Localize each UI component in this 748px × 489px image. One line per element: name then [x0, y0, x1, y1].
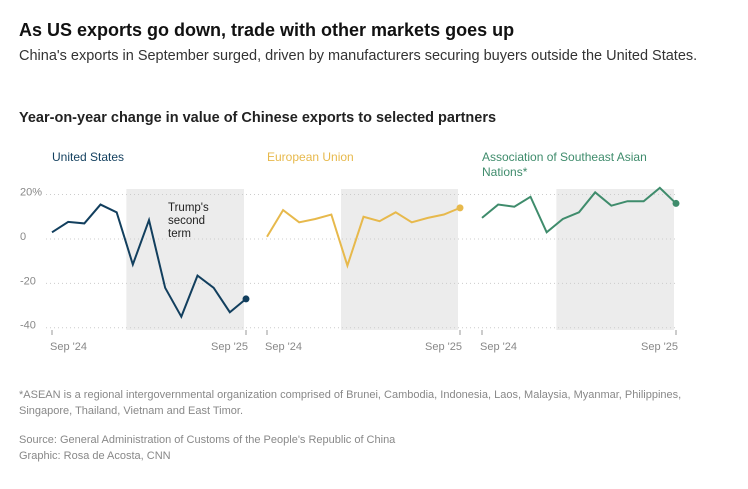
- panel-title: United States: [52, 150, 125, 164]
- x-tick-label: Sep '25: [425, 341, 462, 353]
- line: [481, 186, 677, 234]
- y-tick-label: 20%: [20, 186, 42, 198]
- x-tick-label: Sep '24: [480, 341, 517, 353]
- y-tick-label: 0: [20, 231, 26, 243]
- line: [51, 203, 247, 320]
- panel-title: Association of Southeast Asian Nations*: [482, 150, 647, 179]
- title: As US exports go down, trade with other …: [19, 20, 515, 40]
- annotation: Trump's second term: [168, 202, 209, 240]
- footnote: *ASEAN is a regional intergovernmental o…: [19, 389, 682, 417]
- x-tick-label: Sep '24: [265, 341, 302, 353]
- end-dot: [456, 204, 464, 212]
- line: [266, 206, 461, 269]
- highlight-band: [340, 189, 458, 330]
- x-tick-label: Sep '25: [211, 341, 248, 353]
- subtitle: China's exports in September surged, dri…: [19, 48, 698, 64]
- section-title: Year-on-year change in value of Chinese …: [19, 110, 497, 126]
- panel-title: European Union: [267, 150, 354, 164]
- y-tick-label: -20: [20, 275, 36, 287]
- end-dot: [672, 199, 680, 207]
- source: Source: General Administration of Custom…: [19, 434, 396, 446]
- highlight-band: [556, 189, 674, 330]
- y-tick-label: -40: [20, 320, 36, 332]
- credit: Graphic: Rosa de Acosta, CNN: [19, 450, 171, 462]
- x-tick-label: Sep '25: [641, 341, 678, 353]
- x-tick-label: Sep '24: [50, 341, 87, 353]
- end-dot: [242, 295, 250, 303]
